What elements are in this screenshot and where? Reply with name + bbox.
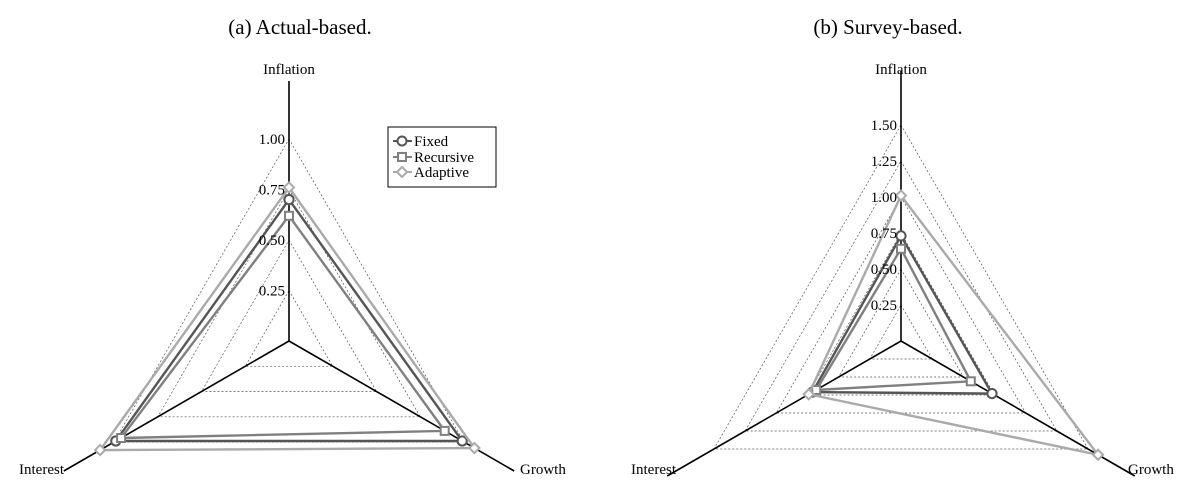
legend-label-fixed: Fixed [414,134,449,150]
axis-label-interest: Interest [631,462,677,478]
series-line-fixed [113,197,465,443]
grid-ring-6 [713,124,1089,450]
panel-actual-based: (a) Actual-based. Inflation Growth Inter… [19,15,566,478]
grid-ring-2 [200,239,378,392]
tick-label: 1.00 [871,190,897,206]
point-adaptive-interest [802,387,816,401]
grid-ring-4 [775,196,1027,414]
tick-label: 0.50 [259,233,285,249]
series-line-recursive [118,213,448,440]
series-adaptive [802,189,1105,462]
legend-label-adaptive: Adaptive [414,165,469,181]
grid-ring-3 [806,232,996,396]
tick-label: 1.50 [871,118,897,134]
point-adaptive-growth [1091,448,1105,462]
point-recursive-interest [116,433,127,443]
axis-label-interest: Interest [19,462,65,478]
tick-label: 0.75 [259,183,285,199]
tick-label: 0.25 [259,284,285,300]
point-recursive-growth [439,425,450,436]
axis-line-interest [666,340,902,477]
legend-item-adaptive: Adaptive [393,165,469,181]
legend-marker-fixed [396,135,408,147]
legend-item-recursive: Recursive [393,150,474,166]
axis-label-growth: Growth [1128,462,1174,478]
legend-label-recursive: Recursive [414,150,474,166]
point-fixed-growth [456,435,468,447]
point-fixed-inflation [283,194,295,206]
point-adaptive-inflation [282,181,296,194]
series-fixed [806,230,998,400]
panel-survey-based: (b) Survey-based. Inflation Growth Inter… [631,15,1174,478]
point-adaptive-interest [93,443,107,457]
series-recursive [116,210,450,443]
axis-label-inflation: Inflation [263,62,315,78]
panel-title: (b) Survey-based. [813,15,962,39]
legend-item-fixed: Fixed [393,134,449,150]
series-line-fixed [810,233,995,395]
series-recursive [811,243,976,395]
series-adaptive [93,181,481,457]
point-fixed-growth [986,388,998,400]
legend-marker-adaptive [395,165,409,179]
grid-ring-1 [869,304,933,360]
series-line-adaptive [97,185,477,452]
axis-label-inflation: Inflation [875,62,927,78]
legend-box [387,126,497,188]
legend: Fixed Recursive Adaptive [387,126,497,188]
tick-label: 0.25 [871,298,897,314]
tick-label: 0.50 [871,262,897,278]
legend-marker-recursive [397,152,407,162]
point-adaptive-growth [468,441,481,455]
axis-label-growth: Growth [520,462,566,478]
tick-label: 1.25 [871,154,897,170]
point-adaptive-inflation [894,189,908,202]
panel-title: (a) Actual-based. [228,15,371,39]
tick-label: 1.00 [259,132,285,148]
point-fixed-inflation [895,230,907,242]
point-recursive-inflation [896,243,906,254]
point-recursive-growth [965,376,976,387]
point-recursive-interest [811,385,822,395]
series-line-adaptive [806,193,1101,457]
series-line-recursive [814,246,973,392]
axis-line-growth [288,340,515,472]
tick-label: 0.75 [871,226,897,242]
point-recursive-inflation [284,210,294,221]
